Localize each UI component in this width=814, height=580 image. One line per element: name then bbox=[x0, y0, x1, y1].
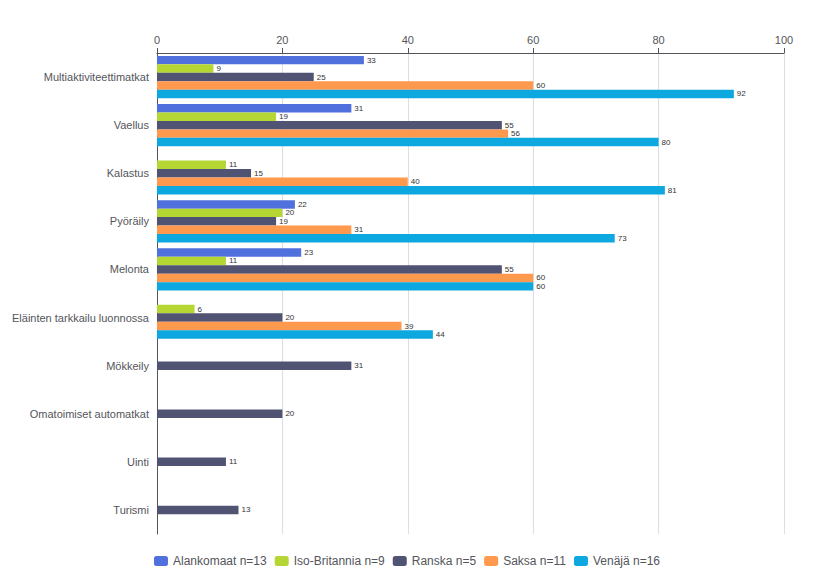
svg-text:Eläinten tarkkailu luonnossa: Eläinten tarkkailu luonnossa bbox=[12, 312, 150, 324]
svg-text:19: 19 bbox=[279, 217, 288, 226]
svg-text:31: 31 bbox=[354, 361, 363, 370]
svg-text:20: 20 bbox=[285, 409, 294, 418]
svg-text:Uinti: Uinti bbox=[127, 456, 149, 468]
svg-text:40: 40 bbox=[402, 34, 414, 46]
svg-text:80: 80 bbox=[652, 34, 664, 46]
svg-text:11: 11 bbox=[229, 256, 238, 265]
svg-text:Multiaktiviteettimatkat: Multiaktiviteettimatkat bbox=[44, 71, 149, 83]
svg-text:Kalastus: Kalastus bbox=[107, 167, 150, 179]
svg-text:22: 22 bbox=[298, 200, 307, 209]
svg-text:55: 55 bbox=[504, 120, 514, 130]
svg-text:60: 60 bbox=[527, 34, 539, 46]
svg-text:15: 15 bbox=[254, 169, 263, 178]
svg-text:23: 23 bbox=[304, 248, 313, 257]
svg-text:Iso-Britannia n=9: Iso-Britannia n=9 bbox=[294, 554, 385, 568]
svg-text:56: 56 bbox=[511, 129, 520, 138]
svg-text:Mökkeily: Mökkeily bbox=[106, 360, 149, 372]
svg-text:Vaellus: Vaellus bbox=[114, 119, 150, 131]
svg-text:19: 19 bbox=[279, 112, 288, 121]
svg-text:33: 33 bbox=[367, 56, 376, 65]
svg-text:31: 31 bbox=[354, 104, 363, 113]
svg-text:80: 80 bbox=[662, 138, 671, 147]
svg-text:73: 73 bbox=[618, 234, 627, 243]
svg-text:60: 60 bbox=[536, 282, 545, 291]
svg-text:55: 55 bbox=[505, 265, 514, 274]
svg-text:20: 20 bbox=[285, 313, 294, 322]
svg-text:6: 6 bbox=[198, 305, 203, 314]
svg-text:60: 60 bbox=[536, 81, 545, 90]
svg-text:40: 40 bbox=[411, 177, 420, 186]
svg-text:Melonta: Melonta bbox=[110, 263, 150, 275]
svg-text:25: 25 bbox=[317, 73, 326, 82]
svg-text:Turismi: Turismi bbox=[113, 504, 149, 516]
svg-text:Saksa n=11: Saksa n=11 bbox=[503, 554, 566, 568]
svg-text:100: 100 bbox=[775, 34, 793, 46]
svg-text:31: 31 bbox=[354, 225, 363, 234]
svg-text:13: 13 bbox=[241, 505, 250, 514]
svg-text:11: 11 bbox=[229, 457, 238, 466]
svg-text:92: 92 bbox=[737, 89, 746, 98]
svg-text:20: 20 bbox=[285, 208, 295, 218]
svg-text:20: 20 bbox=[276, 34, 288, 46]
svg-text:9: 9 bbox=[216, 64, 221, 73]
svg-text:Pyöräily: Pyöräily bbox=[110, 215, 150, 227]
svg-text:0: 0 bbox=[154, 34, 160, 46]
svg-text:Alankomaat n=13: Alankomaat n=13 bbox=[173, 554, 267, 568]
svg-text:Venäjä n=16: Venäjä n=16 bbox=[593, 554, 660, 568]
svg-text:Ranska n=5: Ranska n=5 bbox=[412, 554, 477, 568]
svg-text:Omatoimiset automatkat: Omatoimiset automatkat bbox=[30, 408, 149, 420]
svg-text:60: 60 bbox=[536, 273, 546, 283]
svg-text:44: 44 bbox=[436, 330, 445, 339]
svg-text:39: 39 bbox=[405, 322, 414, 331]
svg-text:81: 81 bbox=[668, 186, 677, 195]
svg-text:11: 11 bbox=[229, 160, 238, 169]
